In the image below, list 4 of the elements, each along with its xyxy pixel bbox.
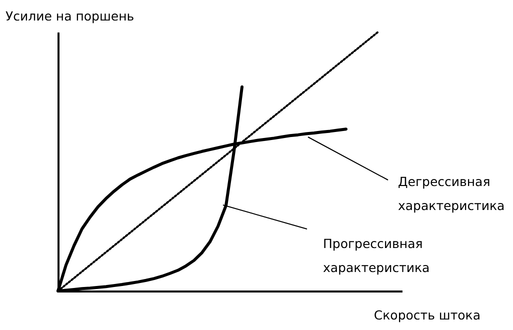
annotation: Дегрессивная характеристика [398, 174, 505, 213]
annotation: Прогрессивная характеристика [323, 236, 430, 275]
x-axis-title: Скорость штока [374, 308, 480, 322]
y-axis-title: Усилие на поршень [6, 8, 134, 24]
